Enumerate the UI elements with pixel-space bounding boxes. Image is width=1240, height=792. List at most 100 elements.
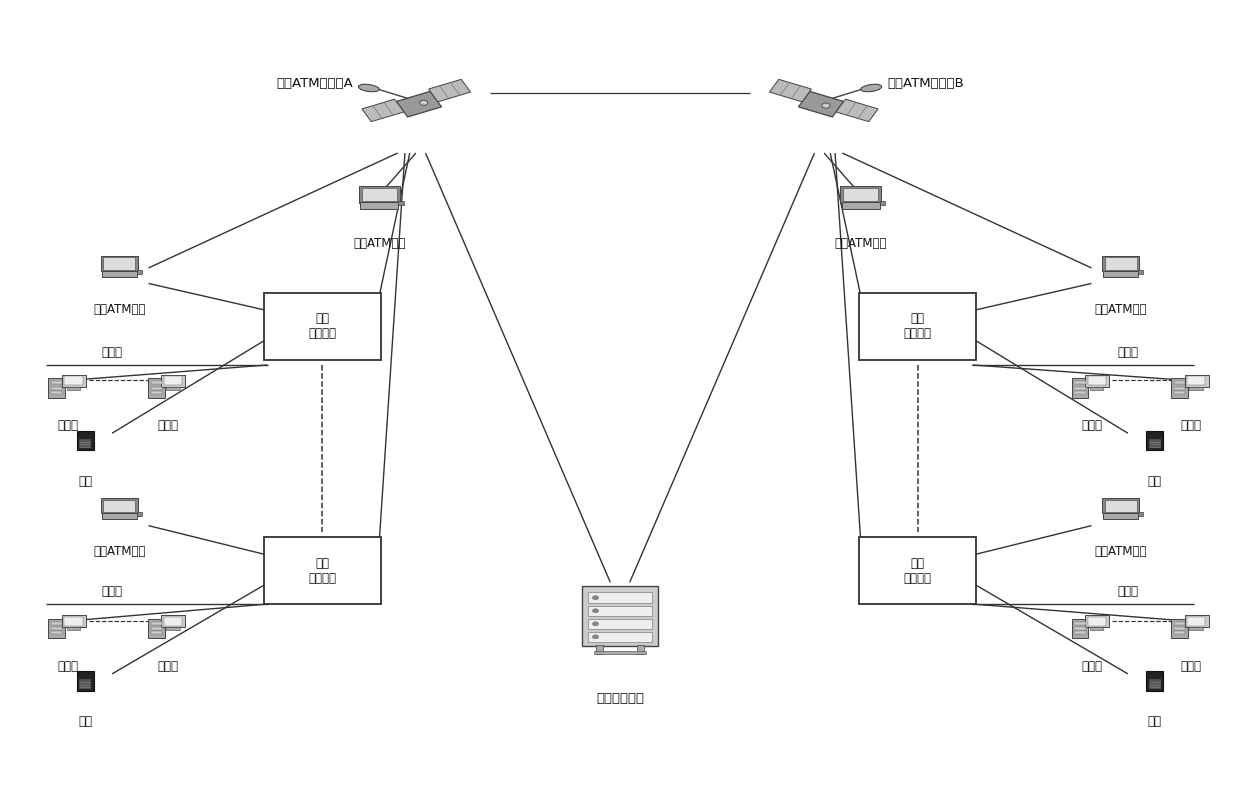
FancyBboxPatch shape (1174, 622, 1185, 625)
FancyBboxPatch shape (51, 390, 62, 394)
FancyBboxPatch shape (1090, 386, 1104, 390)
FancyBboxPatch shape (1148, 439, 1161, 448)
Text: 以太网: 以太网 (102, 346, 123, 359)
Text: 地面ATM终端: 地面ATM终端 (835, 238, 887, 250)
FancyBboxPatch shape (51, 382, 62, 384)
Text: 工作站: 工作站 (157, 660, 179, 672)
Text: 用户
接入设备: 用户 接入设备 (309, 312, 336, 340)
Text: 电话: 电话 (1148, 715, 1162, 729)
Circle shape (593, 635, 599, 639)
FancyBboxPatch shape (100, 256, 138, 271)
FancyBboxPatch shape (67, 627, 79, 630)
Text: 星上ATM交换机A: 星上ATM交换机A (277, 77, 352, 89)
Text: 以太网: 以太网 (1117, 585, 1138, 598)
FancyBboxPatch shape (842, 203, 879, 209)
FancyBboxPatch shape (1074, 627, 1085, 630)
FancyBboxPatch shape (843, 188, 878, 201)
FancyBboxPatch shape (151, 622, 162, 625)
FancyBboxPatch shape (51, 627, 62, 630)
FancyBboxPatch shape (151, 631, 162, 634)
FancyBboxPatch shape (596, 645, 603, 654)
FancyBboxPatch shape (1087, 376, 1106, 385)
Text: 工作站: 工作站 (58, 419, 79, 432)
FancyBboxPatch shape (1174, 631, 1185, 634)
Text: 工作站: 工作站 (1081, 419, 1102, 432)
FancyBboxPatch shape (64, 617, 83, 626)
FancyBboxPatch shape (588, 606, 652, 616)
Ellipse shape (861, 84, 882, 92)
FancyBboxPatch shape (1189, 627, 1203, 630)
FancyBboxPatch shape (1104, 513, 1138, 520)
FancyBboxPatch shape (859, 293, 976, 360)
FancyBboxPatch shape (1146, 431, 1163, 450)
FancyBboxPatch shape (1085, 615, 1109, 627)
Circle shape (822, 103, 830, 109)
FancyBboxPatch shape (879, 201, 885, 205)
FancyBboxPatch shape (77, 431, 94, 450)
FancyBboxPatch shape (148, 378, 165, 398)
FancyBboxPatch shape (588, 592, 652, 603)
Polygon shape (836, 99, 878, 122)
FancyBboxPatch shape (1085, 375, 1109, 386)
FancyBboxPatch shape (67, 386, 79, 390)
Text: 工作站: 工作站 (1081, 660, 1102, 672)
FancyBboxPatch shape (1090, 627, 1104, 630)
FancyBboxPatch shape (637, 645, 644, 654)
Text: 以太网: 以太网 (102, 585, 123, 598)
FancyBboxPatch shape (1188, 617, 1205, 626)
Polygon shape (397, 91, 441, 117)
FancyBboxPatch shape (136, 270, 141, 273)
FancyBboxPatch shape (1102, 497, 1140, 513)
Text: 地面ATM终端: 地面ATM终端 (353, 238, 405, 250)
FancyBboxPatch shape (264, 293, 381, 360)
FancyBboxPatch shape (1174, 390, 1185, 394)
FancyBboxPatch shape (594, 651, 646, 653)
FancyBboxPatch shape (51, 386, 62, 390)
FancyBboxPatch shape (102, 513, 136, 520)
Text: 电话: 电话 (1148, 475, 1162, 488)
FancyBboxPatch shape (1138, 512, 1143, 516)
Polygon shape (799, 91, 843, 117)
FancyBboxPatch shape (62, 615, 86, 627)
FancyBboxPatch shape (1184, 615, 1209, 627)
FancyBboxPatch shape (79, 680, 92, 688)
FancyBboxPatch shape (51, 622, 62, 625)
FancyBboxPatch shape (1071, 619, 1089, 638)
Text: 地面ATM终端: 地面ATM终端 (1095, 303, 1147, 315)
FancyBboxPatch shape (1074, 382, 1085, 384)
FancyBboxPatch shape (151, 627, 162, 630)
Text: 电话: 电话 (78, 475, 92, 488)
Polygon shape (362, 99, 404, 122)
FancyBboxPatch shape (1074, 622, 1085, 625)
FancyBboxPatch shape (1074, 386, 1085, 390)
FancyBboxPatch shape (1184, 375, 1209, 386)
FancyBboxPatch shape (1102, 256, 1140, 271)
FancyBboxPatch shape (148, 619, 165, 638)
Text: 工作站: 工作站 (1180, 419, 1202, 432)
FancyBboxPatch shape (151, 390, 162, 394)
FancyBboxPatch shape (1174, 382, 1185, 384)
FancyBboxPatch shape (361, 203, 398, 209)
FancyBboxPatch shape (166, 627, 180, 630)
Text: 星上ATM交换机B: 星上ATM交换机B (888, 77, 963, 89)
FancyBboxPatch shape (1105, 500, 1137, 512)
Text: 工作站: 工作站 (157, 419, 179, 432)
FancyBboxPatch shape (64, 376, 83, 385)
FancyBboxPatch shape (164, 617, 182, 626)
FancyBboxPatch shape (362, 188, 397, 201)
Text: 地面ATM终端: 地面ATM终端 (93, 545, 145, 558)
FancyBboxPatch shape (100, 497, 138, 513)
FancyBboxPatch shape (1174, 386, 1185, 390)
FancyBboxPatch shape (166, 386, 180, 390)
FancyBboxPatch shape (1172, 619, 1188, 638)
FancyBboxPatch shape (1074, 390, 1085, 394)
FancyBboxPatch shape (103, 257, 135, 270)
Text: 工作站: 工作站 (58, 660, 79, 672)
FancyBboxPatch shape (1104, 271, 1138, 277)
FancyBboxPatch shape (1138, 270, 1143, 273)
Text: 工作站: 工作站 (1180, 660, 1202, 672)
FancyBboxPatch shape (151, 386, 162, 390)
FancyBboxPatch shape (1189, 386, 1203, 390)
FancyBboxPatch shape (1087, 617, 1106, 626)
FancyBboxPatch shape (1188, 376, 1205, 385)
